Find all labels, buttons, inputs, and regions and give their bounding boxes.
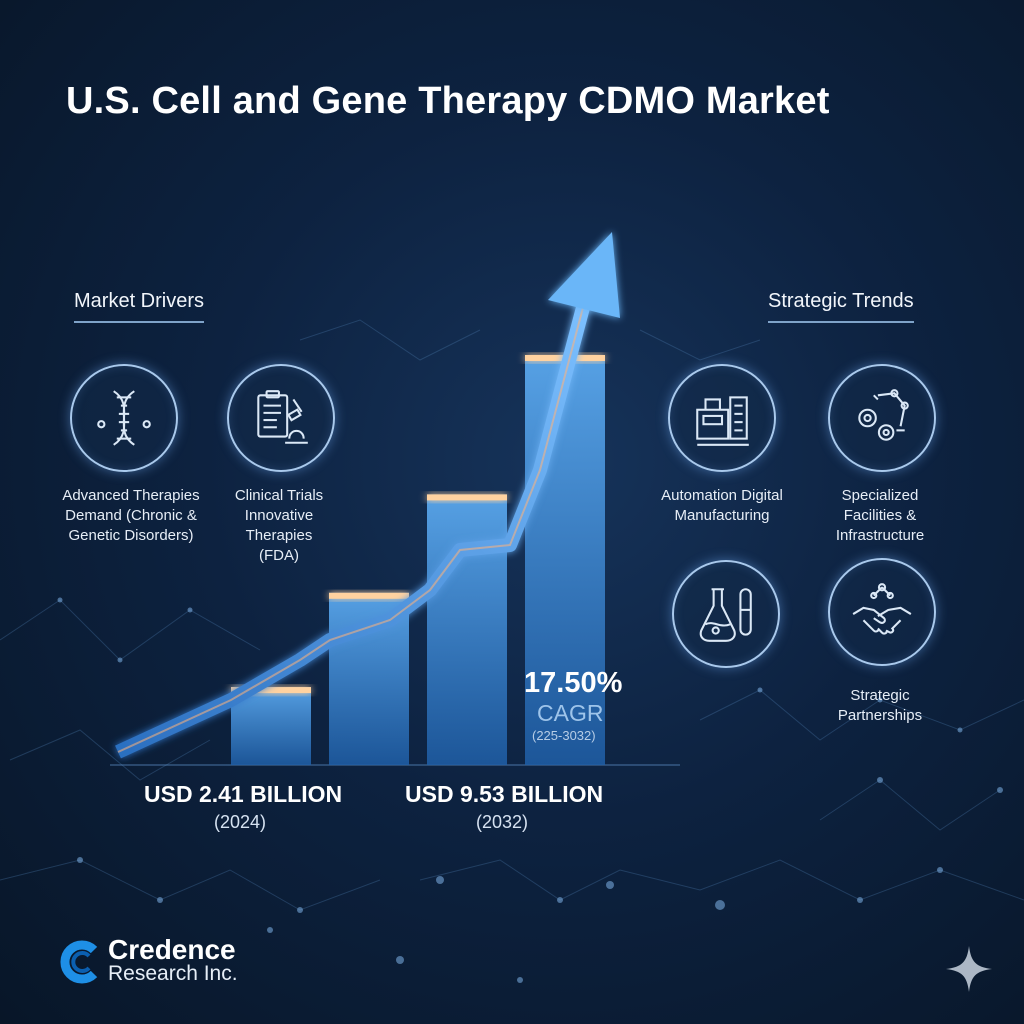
start-year-label: (2024) [214, 812, 267, 832]
cagr-value: 17.50% [524, 667, 623, 699]
automation-machine-icon [668, 364, 776, 472]
handshake-icon [828, 558, 936, 666]
bar-3-top-glow [427, 494, 507, 501]
bar-3 [427, 494, 507, 765]
robotic-arm-gears-icon [828, 364, 936, 472]
trend-label-facilities: Specialized Facilities & Infrastructure [835, 487, 925, 544]
cagr-label: CAGR [537, 700, 604, 726]
lab-flask-icon [672, 560, 780, 668]
end-value-label: USD 9.53 BILLION [405, 781, 604, 807]
logo-subtitle: Research Inc. [108, 962, 238, 985]
driver-label-clinical-trials: Clinical Trials Innovative Therapies (FD… [234, 487, 324, 564]
strategic-trends-heading: Strategic Trends [768, 290, 914, 323]
trend-arrow-edge-glow [117, 299, 586, 753]
sparkle-icon [946, 946, 992, 992]
cagr-range: (225-3032) [532, 728, 596, 743]
dna-icon [70, 364, 178, 472]
bar-4 [525, 355, 605, 765]
end-year-label: (2032) [476, 812, 529, 832]
logo-name: Credence [108, 934, 236, 965]
market-drivers-heading: Market Drivers [74, 290, 205, 323]
start-value-label: USD 2.41 BILLION [144, 781, 343, 807]
trend-arrow-head [548, 232, 620, 318]
page-title: U.S. Cell and Gene Therapy CDMO Market [66, 80, 830, 122]
driver-label-advanced-therapies: Advanced Therapies Demand (Chronic & Gen… [62, 487, 200, 544]
trend-label-partnerships: Strategic Partnerships [837, 687, 923, 724]
credence-c-icon [60, 940, 98, 984]
clipboard-microscope-icon [227, 364, 335, 472]
trend-label-automation: Automation Digital Manufacturing [661, 487, 783, 524]
bar-1-top-glow [231, 687, 311, 694]
bar-2-top-glow [329, 592, 409, 599]
company-logo: Credence Research Inc. [56, 934, 238, 986]
